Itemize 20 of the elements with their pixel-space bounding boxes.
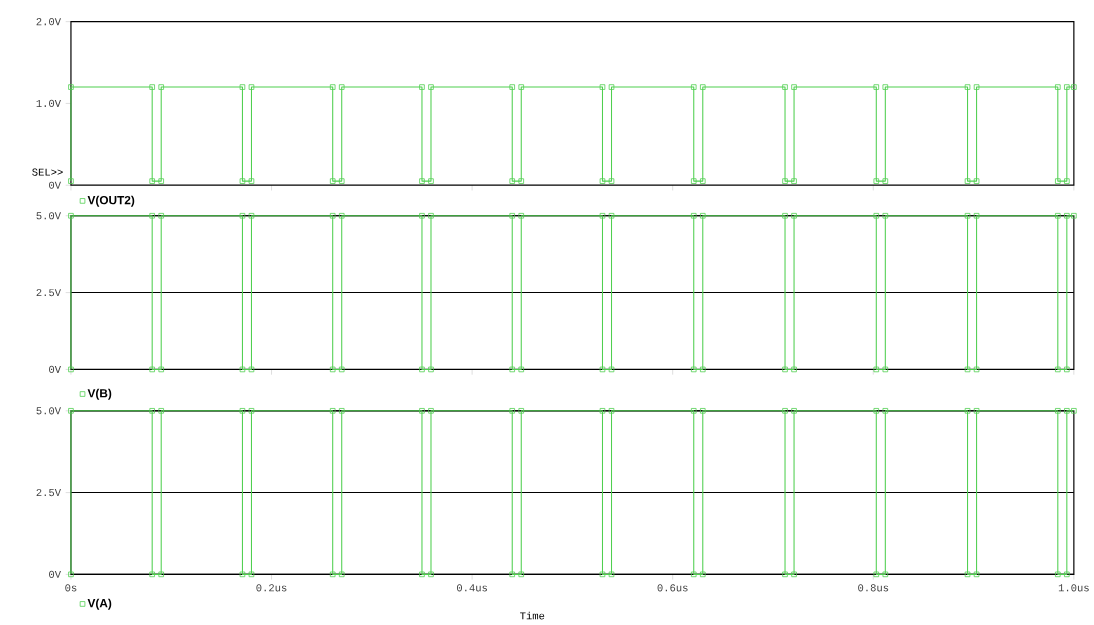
legend-label: V(B)	[87, 388, 112, 400]
y-tick-label: 0V	[49, 366, 61, 374]
y-tick-label: 2.0V	[36, 18, 61, 26]
x-axis-title: Time	[520, 611, 545, 620]
x-tick-label: 0.2us	[256, 584, 287, 592]
y-tick-label: 5.0V	[36, 407, 61, 415]
x-tick-label: 0.6us	[657, 584, 688, 592]
x-tick-label: 0.4us	[456, 584, 487, 592]
x-tick-label: 1.0us	[1058, 584, 1089, 592]
legend-label: V(OUT2)	[87, 195, 135, 207]
y-tick-label: 5.0V	[36, 212, 61, 220]
y-tick-label: 0V	[49, 181, 61, 189]
y-tick-label: 2.5V	[36, 289, 61, 297]
text: SEL>>	[32, 168, 63, 176]
y-tick-label: 0V	[49, 570, 61, 579]
y-tick-label: 2.5V	[36, 489, 61, 497]
x-tick-label: 0.8us	[858, 584, 889, 592]
legend-label: V(A)	[87, 598, 112, 610]
y-tick-label: 1.0V	[36, 100, 61, 108]
x-tick-label: 0s	[65, 584, 77, 592]
